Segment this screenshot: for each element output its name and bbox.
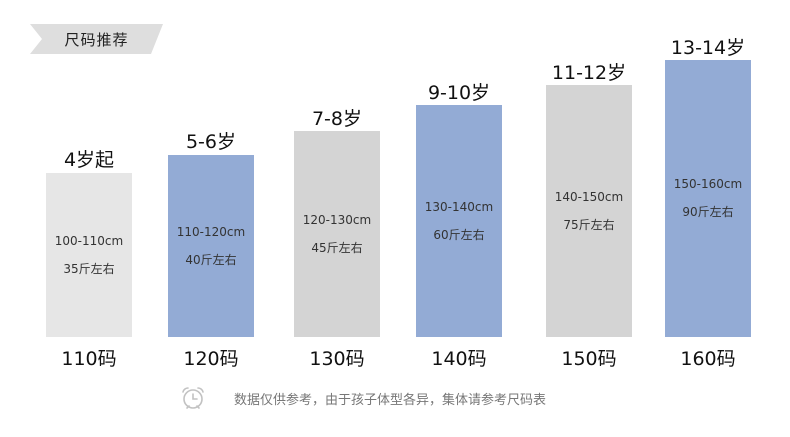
age-label: 9-10岁 <box>427 82 491 104</box>
age-label: 13-14岁 <box>670 37 746 59</box>
weight-range: 90斤左右 <box>682 205 734 219</box>
size-label: 120码 <box>183 348 239 370</box>
size-bar: 110-120cm 40斤左右 <box>168 155 254 337</box>
size-bar: 130-140cm 60斤左右 <box>416 105 502 337</box>
age-label: 7-8岁 <box>311 108 363 130</box>
height-range: 150-160cm <box>673 177 743 191</box>
size-bar: 100-110cm 35斤左右 <box>46 173 132 337</box>
size-label: 150码 <box>561 348 617 370</box>
height-range: 130-140cm <box>424 199 494 214</box>
tag-label: 尺码推荐 <box>64 30 129 49</box>
weight-range: 35斤左右 <box>63 261 115 276</box>
size-bar: 150-160cm 90斤左右 <box>665 60 751 337</box>
weight-range: 45斤左右 <box>311 240 363 255</box>
disclaimer-note: 数据仅供参考，由于孩子体型各异，集体请参考尺码表 <box>180 384 546 412</box>
size-label: 160码 <box>680 348 736 370</box>
age-label: 11-12岁 <box>551 62 627 84</box>
size-bar: 120-130cm 45斤左右 <box>294 131 380 337</box>
weight-range: 75斤左右 <box>563 217 615 232</box>
weight-range: 60斤左右 <box>433 227 485 242</box>
height-range: 100-110cm <box>54 233 124 248</box>
size-label: 110码 <box>61 348 117 370</box>
age-label: 4岁起 <box>63 149 115 171</box>
disclaimer-text: 数据仅供参考，由于孩子体型各异，集体请参考尺码表 <box>234 392 547 408</box>
size-recommendation-tag: 尺码推荐 <box>30 24 163 54</box>
age-label: 5-6岁 <box>185 131 237 153</box>
height-range: 120-130cm <box>302 212 372 227</box>
alarm-clock-icon <box>182 387 204 409</box>
size-label: 130码 <box>309 348 365 370</box>
weight-range: 40斤左右 <box>185 252 237 267</box>
height-range: 140-150cm <box>554 189 624 204</box>
size-label: 140码 <box>431 348 487 370</box>
height-range: 110-120cm <box>176 224 246 239</box>
size-bar: 140-150cm 75斤左右 <box>546 85 632 337</box>
